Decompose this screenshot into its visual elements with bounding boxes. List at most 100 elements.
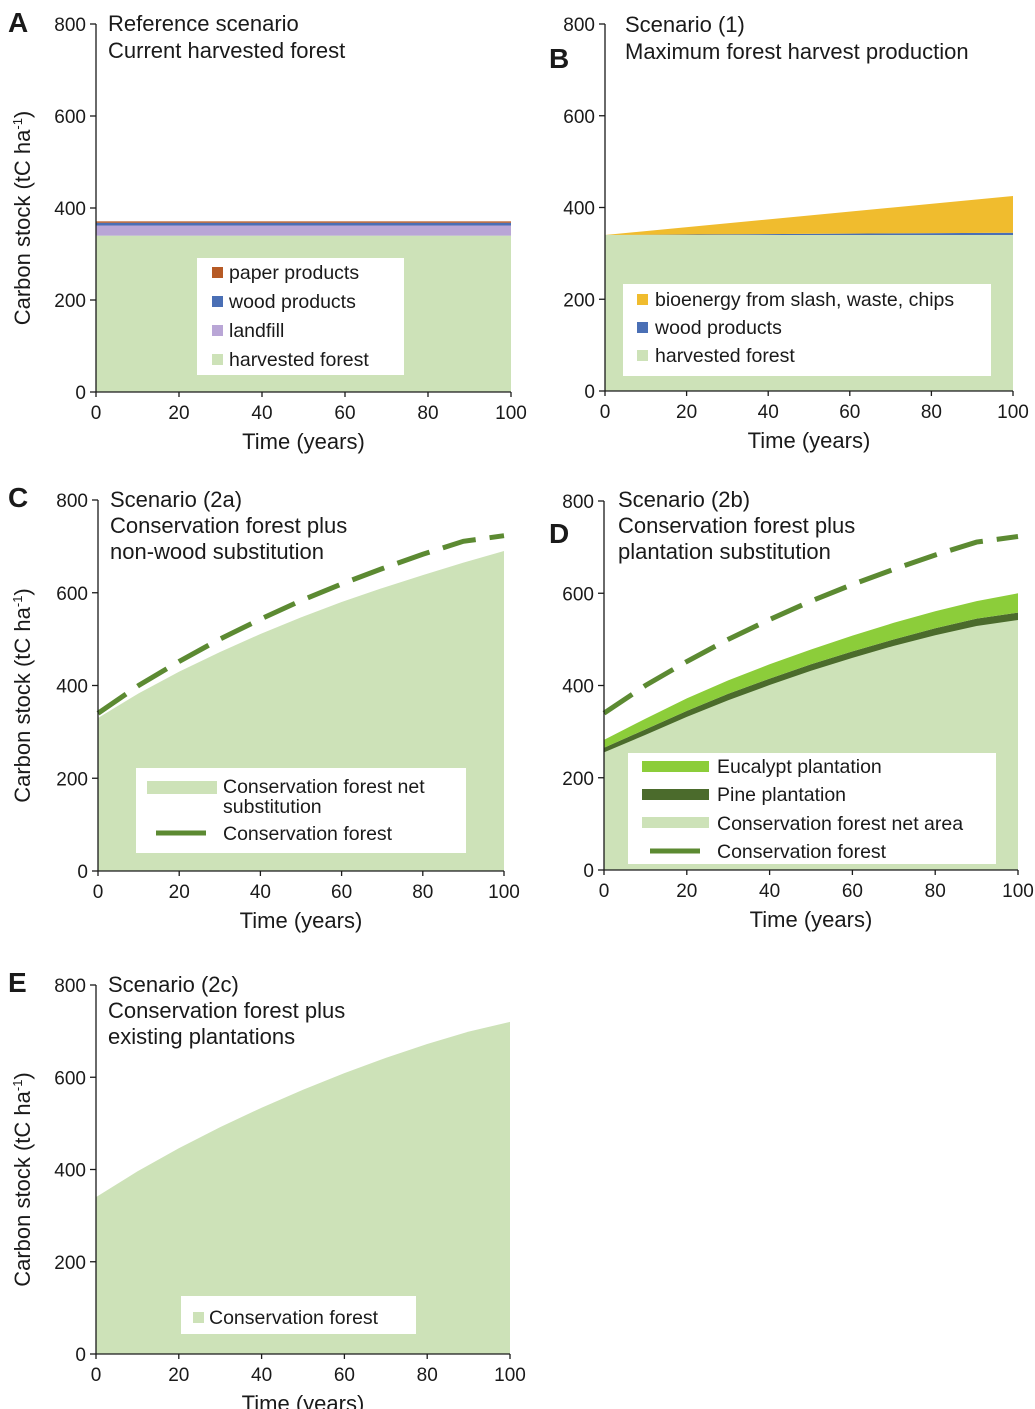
x-axis-title-b: Time (years) xyxy=(748,428,871,453)
panel-d-title-line-3: plantation substitution xyxy=(618,539,831,564)
y-axis-title-c: Carbon stock (tC ha-1) xyxy=(10,588,35,803)
y-axis-title-e: Carbon stock (tC ha-1) xyxy=(10,1072,35,1287)
x-tick-label-a-0: 0 xyxy=(91,403,102,424)
panel-d-title-line-1: Scenario (2b) xyxy=(618,487,750,512)
legend-swatch-bioenergy xyxy=(637,294,648,305)
x-tick-label-c-60: 60 xyxy=(331,882,352,903)
panel-c-legend: Conservation forest net substitution Con… xyxy=(136,768,466,853)
x-tick-label-e-100: 100 xyxy=(494,1365,526,1386)
y-tick-label-c-600: 600 xyxy=(56,584,88,605)
panel-c-title-line-1: Scenario (2a) xyxy=(110,487,242,512)
panel-b-plot: 0 200 400 600 800 0 20 40 60 80 100 Time (years) xyxy=(563,15,1029,453)
x-tick-label-a-40: 40 xyxy=(251,403,272,424)
legend-label-wood-products-b: wood products xyxy=(654,317,782,339)
panel-a-plot: 0 200 400 600 800 0 20 40 60 80 100 Time (years) Car… xyxy=(10,15,527,454)
panel-c: C Scenario (2a) Conservation forest plus… xyxy=(8,482,520,933)
legend-swatch-net-area xyxy=(642,817,709,828)
y-tick-label-a-400: 400 xyxy=(54,199,86,220)
y-tick-label-c-800: 800 xyxy=(56,491,88,512)
y-tick-label-b-0: 0 xyxy=(584,382,595,403)
x-tick-label-a-60: 60 xyxy=(334,403,355,424)
x-tick-label-b-0: 0 xyxy=(600,402,611,423)
legend-label-conservation-forest-e: Conservation forest xyxy=(209,1307,379,1329)
y-axis-title-a: Carbon stock (tC ha-1) xyxy=(10,111,35,326)
panel-d: D Scenario (2b) Conservation forest plus… xyxy=(549,487,1034,932)
y-tick-label-b-600: 600 xyxy=(563,107,595,128)
panel-d-title-line-2: Conservation forest plus xyxy=(618,513,855,538)
panel-a-legend: paper products wood products landfill ha… xyxy=(197,258,404,375)
panel-e-plot: 0 200 400 600 800 0 20 40 60 80 100 Time (years) Car… xyxy=(10,976,526,1409)
x-axis-title-c: Time (years) xyxy=(240,908,363,933)
y-tick-label-a-0: 0 xyxy=(75,383,86,404)
x-tick-label-e-20: 20 xyxy=(168,1365,189,1386)
legend-swatch-conservation-forest-e xyxy=(193,1312,204,1323)
y-tick-label-d-200: 200 xyxy=(562,769,594,790)
y-tick-label-d-600: 600 xyxy=(562,584,594,605)
panel-e-legend: Conservation forest xyxy=(181,1296,416,1334)
x-tick-label-a-80: 80 xyxy=(417,403,438,424)
legend-swatch-net-substitution xyxy=(147,781,217,794)
x-tick-label-d-100: 100 xyxy=(1002,881,1034,902)
x-tick-label-d-40: 40 xyxy=(759,881,780,902)
panel-b-legend-box xyxy=(623,284,991,376)
legend-swatch-harvested-forest xyxy=(212,354,223,365)
x-axis-title-e: Time (years) xyxy=(242,1391,365,1409)
legend-swatch-pine xyxy=(642,789,709,800)
y-tick-label-e-400: 400 xyxy=(54,1161,86,1182)
panel-c-letter: C xyxy=(8,482,28,513)
panel-a-title-line-1: Reference scenario xyxy=(108,11,299,36)
y-tick-label-e-800: 800 xyxy=(54,976,86,997)
series-wood-products-a xyxy=(96,222,511,226)
y-tick-label-d-400: 400 xyxy=(562,677,594,698)
x-tick-label-e-60: 60 xyxy=(334,1365,355,1386)
panel-d-legend: Eucalypt plantation Pine plantation Cons… xyxy=(628,753,996,864)
y-tick-label-b-800: 800 xyxy=(563,15,595,36)
y-tick-label-e-200: 200 xyxy=(54,1253,86,1274)
legend-label-harvested-forest-b: harvested forest xyxy=(655,345,795,367)
series-bioenergy-from-slash-waste-chips-b xyxy=(605,196,1013,236)
x-tick-label-b-20: 20 xyxy=(676,402,697,423)
x-tick-label-d-80: 80 xyxy=(925,881,946,902)
y-tick-label-c-0: 0 xyxy=(77,862,88,883)
panel-e-title-line-2: Conservation forest plus xyxy=(108,998,345,1023)
series-landfill-a xyxy=(96,225,511,236)
legend-swatch-harvested-forest-b xyxy=(637,350,648,361)
legend-swatch-wood-products xyxy=(212,296,223,307)
legend-swatch-paper-products xyxy=(212,267,223,278)
panel-b-letter: B xyxy=(549,43,569,74)
panel-e: E Scenario (2c) Conservation forest plus… xyxy=(8,967,526,1409)
series-conservation-forest-d xyxy=(602,534,1019,716)
legend-swatch-eucalypt xyxy=(642,761,709,772)
x-axis-title-d: Time (years) xyxy=(750,907,873,932)
legend-swatch-wood-products-b xyxy=(637,322,648,333)
panel-e-title-line-3: existing plantations xyxy=(108,1024,295,1049)
legend-label-conservation-forest-d: Conservation forest xyxy=(717,841,887,863)
legend-label-bioenergy: bioenergy from slash, waste, chips xyxy=(655,289,954,311)
series-wood-products-b xyxy=(605,232,1013,236)
x-tick-label-c-80: 80 xyxy=(412,882,433,903)
x-tick-label-b-40: 40 xyxy=(758,402,779,423)
x-tick-label-c-20: 20 xyxy=(169,882,190,903)
panel-b-title-line-2: Maximum forest harvest production xyxy=(625,39,969,64)
panel-d-letter: D xyxy=(549,518,569,549)
series-conservation-forest-e xyxy=(96,1021,510,1354)
x-tick-label-c-100: 100 xyxy=(488,882,520,903)
legend-label-eucalypt: Eucalypt plantation xyxy=(717,756,882,778)
legend-label-net-substitution-line-2: substitution xyxy=(223,796,322,818)
panel-e-letter: E xyxy=(8,967,27,998)
x-tick-label-a-20: 20 xyxy=(168,403,189,424)
legend-label-net-substitution-line-1: Conservation forest net xyxy=(223,776,425,798)
panel-a-legend-box xyxy=(197,258,404,375)
y-tick-label-e-0: 0 xyxy=(75,1345,86,1366)
panel-e-legend-box xyxy=(181,1296,416,1334)
x-tick-label-b-60: 60 xyxy=(839,402,860,423)
y-tick-label-e-600: 600 xyxy=(54,1068,86,1089)
x-tick-label-e-40: 40 xyxy=(251,1365,272,1386)
panel-c-title-line-2: Conservation forest plus xyxy=(110,513,347,538)
legend-label-net-area: Conservation forest net area xyxy=(717,813,963,835)
x-tick-label-b-80: 80 xyxy=(921,402,942,423)
panel-b-title-line-1: Scenario (1) xyxy=(625,12,745,37)
y-tick-label-a-800: 800 xyxy=(54,15,86,36)
series-eucalypt-plantation-d xyxy=(604,593,1018,748)
